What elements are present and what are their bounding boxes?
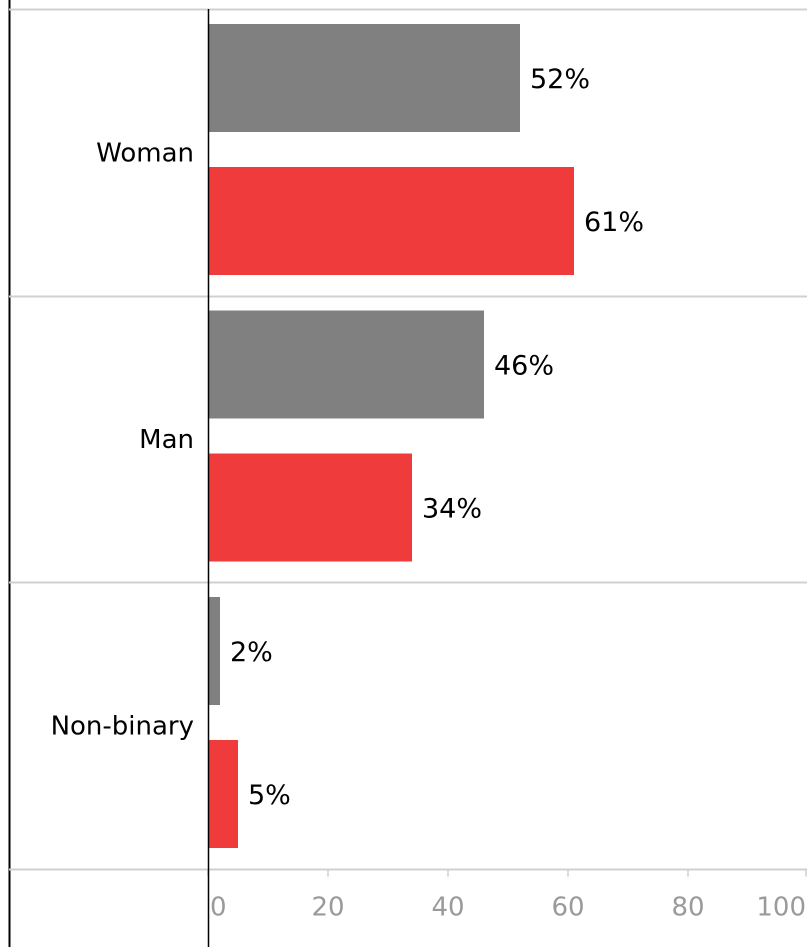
x-tick-label: 20 [311,893,344,923]
value-labels-group: 52% 61% 46% 34% 2% 5% [230,64,644,811]
category-label: Non-binary [51,711,194,741]
bar [208,24,520,132]
bar [208,167,574,275]
x-axis: 0 20 40 60 80 100 [207,868,807,923]
bars-group [208,24,574,848]
bar [208,453,412,562]
value-label: 61% [584,207,644,238]
bar [208,310,484,419]
value-label: 2% [230,637,273,668]
row-separators [9,295,807,871]
category-label: Man [139,425,194,455]
value-label: 52% [530,64,590,95]
x-tick-label: 0 [210,893,227,923]
x-tick-label: 40 [431,893,464,923]
category-labels-group: Woman Man Non-binary [51,138,194,741]
x-tick-label: 80 [671,893,704,923]
bar [208,740,238,848]
value-label: 46% [494,351,554,382]
bar [208,597,220,705]
x-tick-label: 60 [551,893,584,923]
x-tick-label: 100 [756,893,806,923]
value-label: 34% [422,494,482,525]
category-label: Woman [96,138,194,168]
value-label: 5% [248,780,291,811]
